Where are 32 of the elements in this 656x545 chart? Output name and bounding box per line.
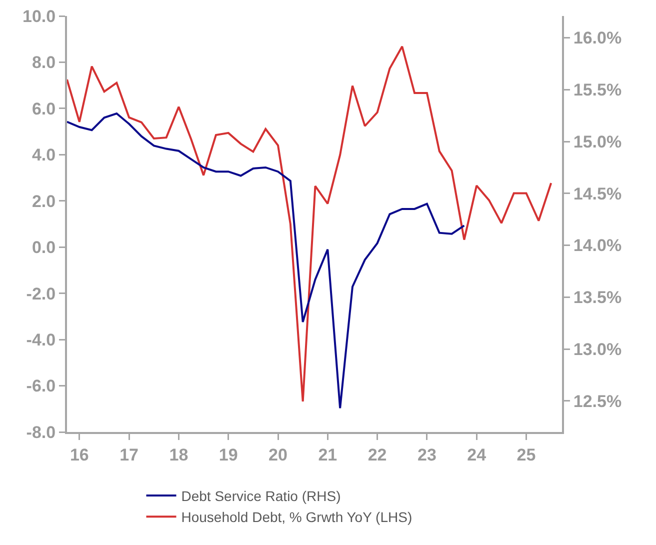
- x-tick-label: 19: [218, 445, 238, 464]
- y2-tick-label: 13.0%: [573, 340, 622, 359]
- x-tick-label: 17: [120, 445, 139, 464]
- y-tick-label: 6.0: [32, 99, 56, 118]
- x-tick-label: 24: [467, 445, 487, 464]
- x-tick-label: 20: [268, 445, 288, 464]
- x-tick-label: 23: [417, 445, 436, 464]
- y-tick-label: 4.0: [32, 146, 56, 165]
- y2-tick-label: 15.0%: [573, 132, 622, 152]
- y-tick-label: -2.0: [26, 284, 56, 304]
- y-tick-label: -8.0: [26, 422, 56, 442]
- line-series: [67, 46, 552, 402]
- x-tick-label: 16: [70, 445, 89, 464]
- line-series: [67, 112, 466, 410]
- y-tick-label: 10.0: [22, 6, 56, 26]
- y-tick-label: 2.0: [32, 192, 56, 211]
- y2-tick-label: 15.5%: [573, 80, 622, 100]
- y2-tick-label: 14.0%: [573, 236, 622, 256]
- y2-tick-label: 14.5%: [573, 184, 622, 204]
- x-tick-label: 18: [169, 445, 188, 464]
- x-tick-label: 25: [516, 445, 536, 464]
- legend-label: Household Debt, % Grwth YoY (LHS): [181, 509, 412, 526]
- y-tick-label: 0.0: [32, 238, 56, 258]
- y-tick-label: -4.0: [26, 330, 56, 350]
- y2-tick-label: 13.5%: [573, 288, 622, 308]
- y2-tick-label: 12.5%: [573, 392, 622, 411]
- x-tick-label: 22: [368, 445, 387, 464]
- x-tick-label: 21: [318, 445, 338, 464]
- y-tick-label: 8.0: [32, 53, 56, 72]
- y-tick-label: -6.0: [26, 376, 56, 396]
- y2-tick-label: 16.0%: [573, 28, 622, 48]
- legend-label: Debt Service Ratio (RHS): [181, 488, 341, 504]
